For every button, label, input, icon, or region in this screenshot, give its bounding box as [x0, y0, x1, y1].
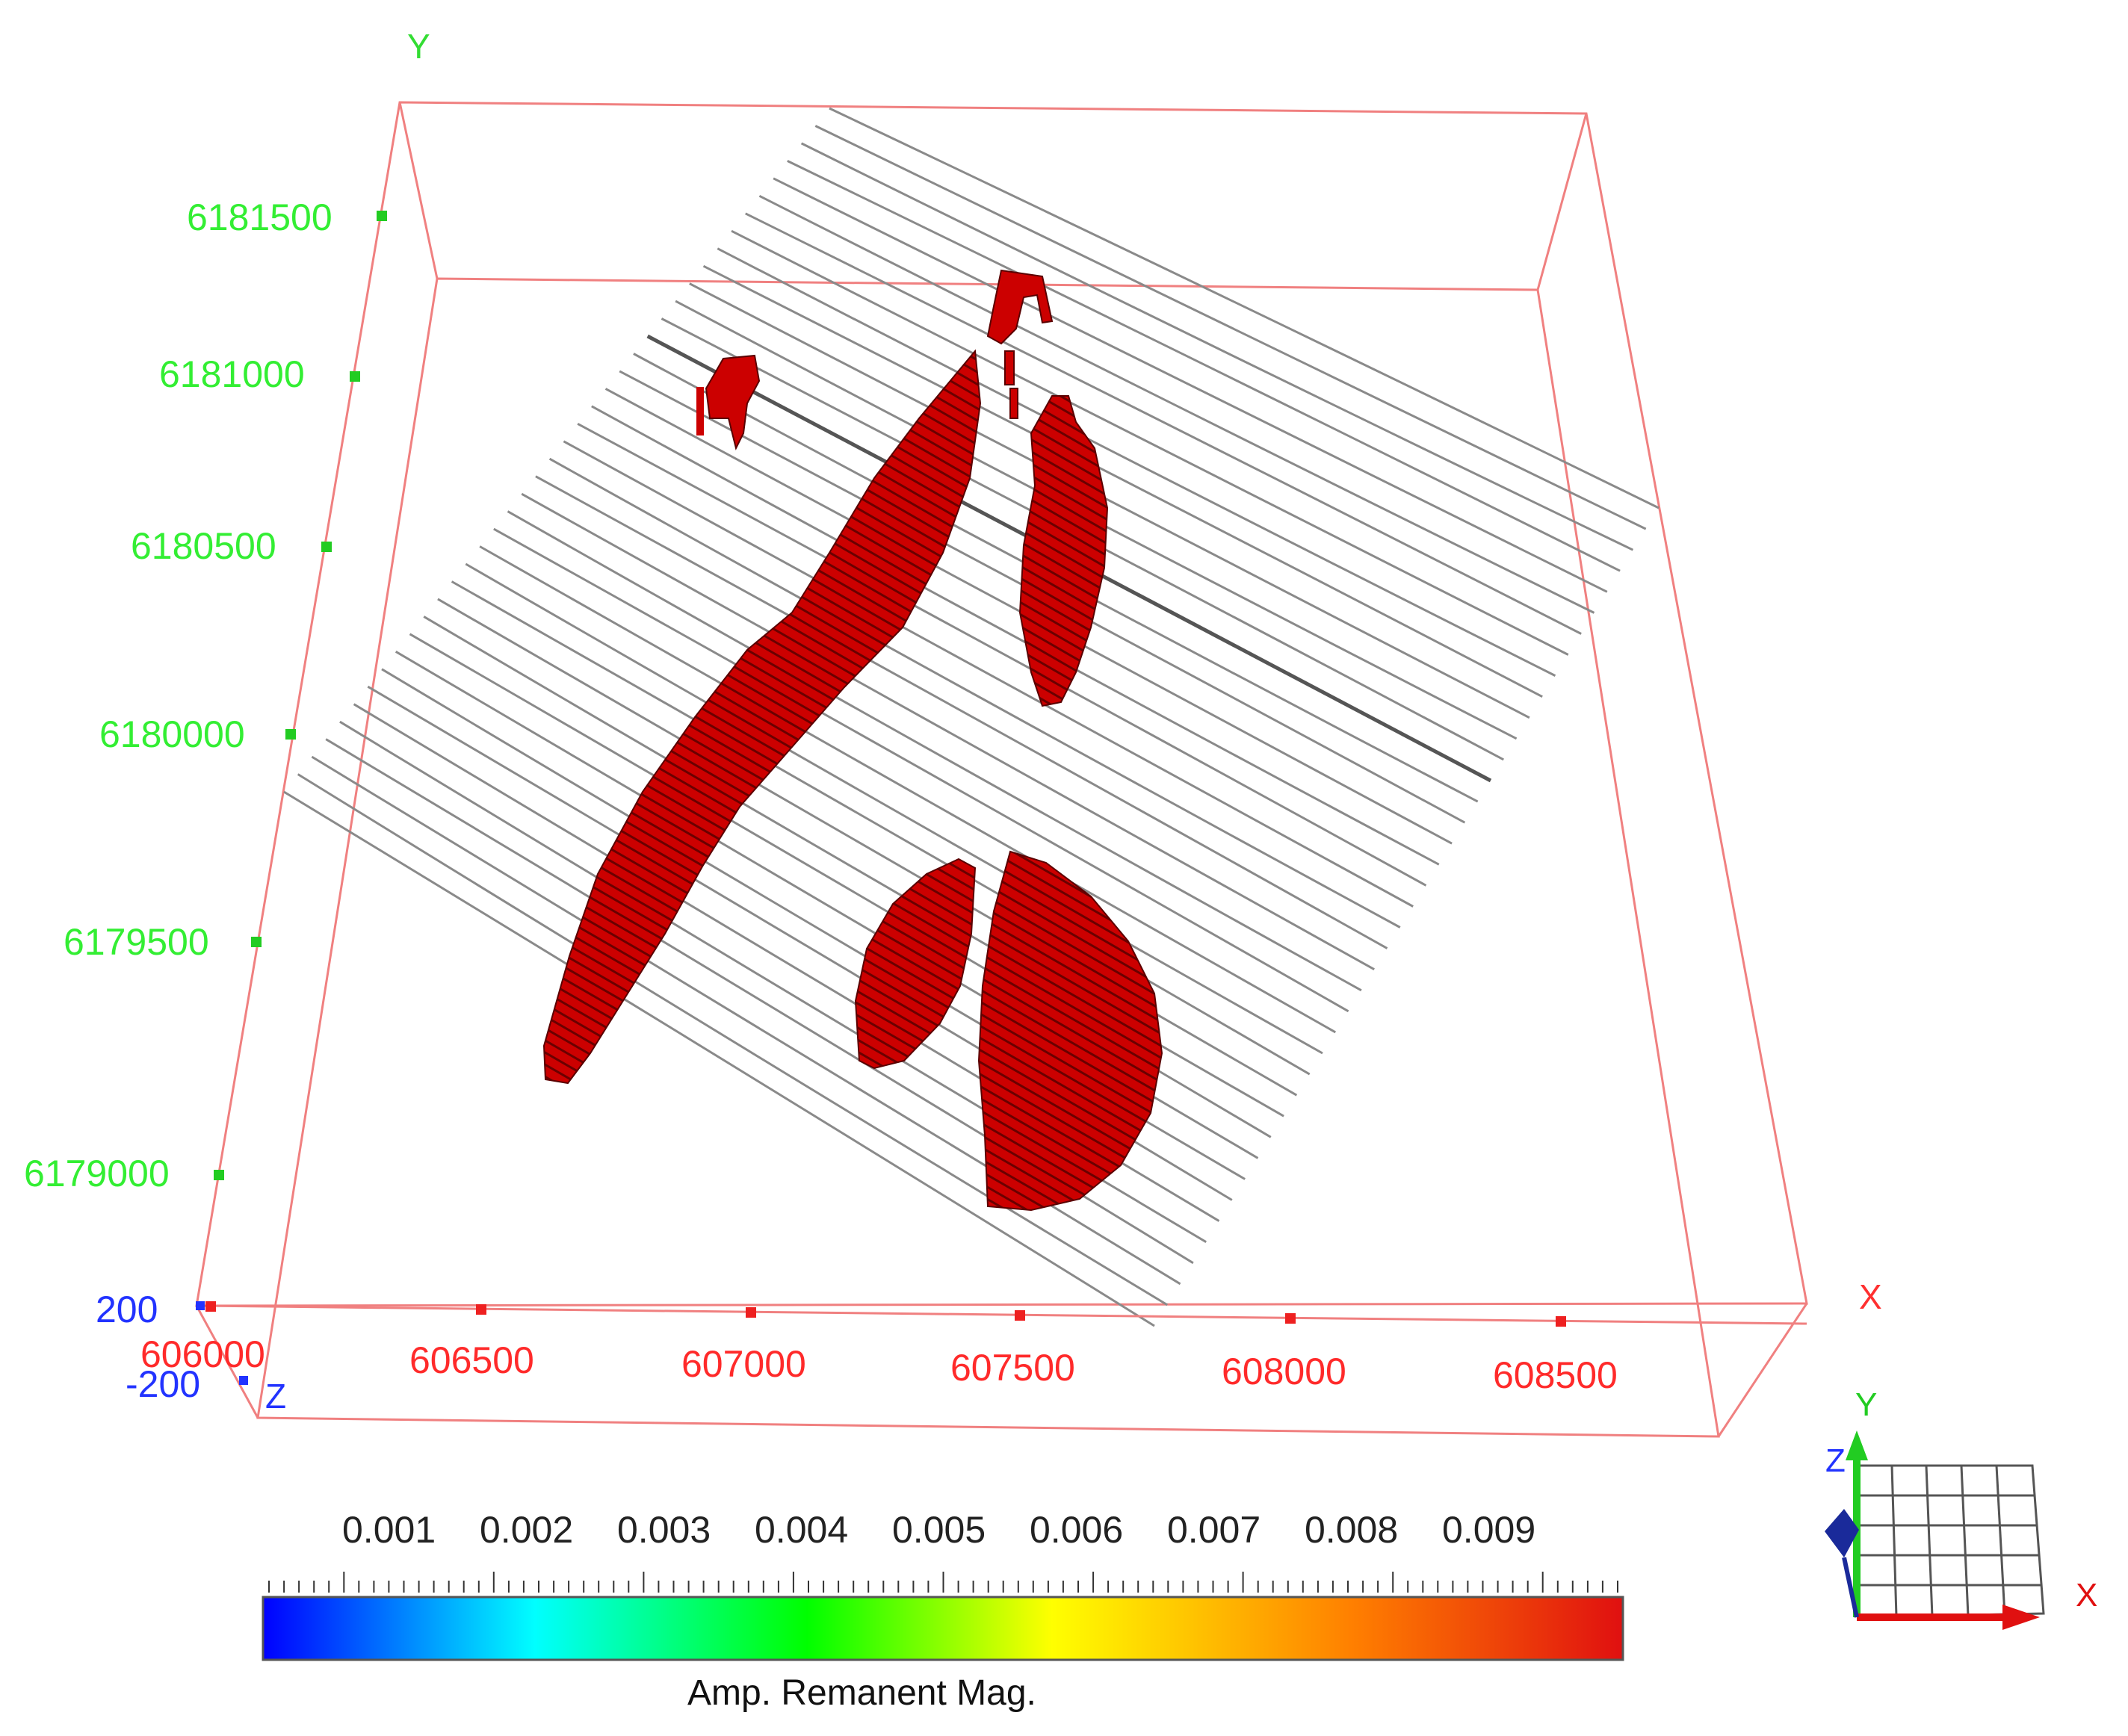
survey-line — [493, 527, 1349, 1013]
survey-line — [591, 405, 1440, 866]
colorbar-tick-label: 0.002 — [480, 1509, 573, 1551]
colorbar-tick-label: 0.008 — [1305, 1509, 1398, 1551]
survey-line — [437, 598, 1298, 1097]
z-tick-label: -200 — [126, 1363, 200, 1405]
survey-line — [787, 160, 1621, 572]
z-axis: 200 -200 Z — [96, 1289, 286, 1416]
z-axis-label: Z — [265, 1377, 286, 1416]
colorbar-tick-label: 0.006 — [1030, 1509, 1123, 1551]
survey-line — [577, 422, 1427, 887]
anomaly-body-main — [542, 349, 982, 1085]
y-axis: Y 6181500 6181000 6180500 6180000 617950… — [24, 27, 430, 1194]
survey-flight-lines — [283, 107, 1660, 1327]
colorbar-tick-label: 0.009 — [1442, 1509, 1535, 1551]
colorbar: 0.001 0.002 0.003 0.004 0.005 0.006 0.00… — [262, 1509, 1624, 1713]
survey-line — [731, 229, 1569, 656]
colorbar-tick-label: 0.005 — [892, 1509, 986, 1551]
colorbar-tick-label: 0.001 — [342, 1509, 436, 1551]
y-tick-label: 6180500 — [131, 525, 276, 567]
z-tick-label: 200 — [96, 1289, 158, 1330]
anomaly-body-top-fragments — [986, 269, 1054, 419]
survey-line — [758, 194, 1595, 614]
survey-line — [283, 790, 1155, 1327]
survey-line — [521, 492, 1375, 971]
x-tick-label: 606000 — [140, 1333, 265, 1375]
anomaly-body-lower-right — [977, 850, 1163, 1212]
anomaly-body-right — [1018, 395, 1109, 707]
survey-line — [563, 440, 1414, 908]
survey-line — [717, 247, 1556, 677]
survey-line — [745, 212, 1582, 635]
x-axis: 606000 606500 607000 607500 608000 60850… — [140, 1277, 1882, 1396]
survey-line — [548, 457, 1401, 929]
colorbar-title: Amp. Remanent Mag. — [687, 1673, 1036, 1713]
x-tick-label: 607000 — [681, 1343, 806, 1385]
y-tick-label: 6179500 — [64, 921, 209, 963]
bounding-box — [195, 101, 1808, 1438]
colorbar-tick-label: 0.007 — [1167, 1509, 1261, 1551]
gizmo-x-label: X — [2076, 1577, 2097, 1613]
survey-line — [465, 562, 1323, 1055]
anomaly-body-small — [705, 354, 761, 450]
x-tick-label: 608500 — [1493, 1354, 1618, 1396]
y-tick-label: 6180000 — [99, 713, 245, 755]
x-tick-label: 606500 — [409, 1339, 534, 1381]
survey-line — [814, 125, 1647, 530]
anomaly-body-lower-left — [854, 858, 977, 1070]
survey-line — [479, 545, 1337, 1034]
orientation-gizmo[interactable]: Y Z X — [1825, 1386, 2097, 1630]
colorbar-tick-label: 0.004 — [755, 1509, 848, 1551]
y-tick-label: 6179000 — [24, 1153, 170, 1194]
survey-line — [451, 580, 1311, 1076]
survey-line — [507, 510, 1362, 992]
colorbar-ruler — [268, 1572, 1618, 1593]
gizmo-z-label: Z — [1825, 1442, 1846, 1479]
gizmo-y-label: Y — [1855, 1386, 1877, 1423]
survey-line — [535, 475, 1388, 949]
survey-line — [297, 773, 1169, 1306]
survey-line — [800, 142, 1634, 551]
survey-line — [773, 177, 1608, 593]
colorbar-gradient — [262, 1596, 1624, 1661]
x-axis-label: X — [1859, 1277, 1882, 1316]
anomaly-bodies — [542, 269, 1163, 1212]
x-tick-label: 607500 — [950, 1347, 1075, 1389]
survey-line — [829, 107, 1660, 509]
y-tick-label: 6181500 — [187, 196, 332, 238]
colorbar-tick-label: 0.003 — [617, 1509, 711, 1551]
y-axis-label: Y — [407, 27, 430, 66]
y-tick-label: 6181000 — [159, 353, 305, 395]
survey-line — [702, 264, 1543, 698]
x-tick-label: 608000 — [1222, 1351, 1346, 1392]
survey-line — [689, 282, 1530, 719]
